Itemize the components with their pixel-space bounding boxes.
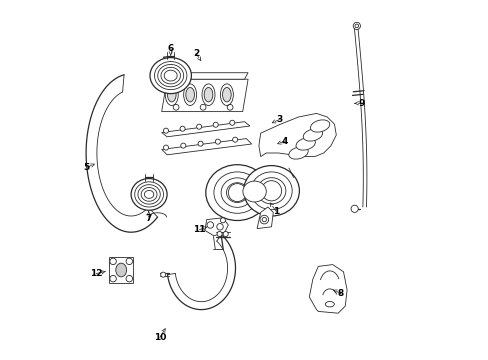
Polygon shape: [162, 122, 249, 137]
Text: 4: 4: [281, 136, 287, 145]
Circle shape: [181, 143, 185, 148]
Ellipse shape: [165, 84, 178, 105]
Ellipse shape: [288, 147, 307, 159]
Circle shape: [354, 24, 358, 28]
Circle shape: [217, 231, 222, 237]
Circle shape: [126, 275, 132, 282]
Circle shape: [260, 215, 268, 224]
Ellipse shape: [226, 183, 247, 202]
Polygon shape: [162, 139, 251, 155]
Circle shape: [206, 222, 213, 228]
Ellipse shape: [303, 129, 322, 141]
Text: 2: 2: [192, 49, 199, 58]
Ellipse shape: [185, 87, 194, 102]
Text: 10: 10: [153, 333, 166, 342]
Circle shape: [110, 258, 116, 265]
Polygon shape: [167, 235, 235, 310]
Circle shape: [110, 275, 116, 282]
Circle shape: [220, 218, 225, 223]
Ellipse shape: [295, 138, 315, 150]
Ellipse shape: [250, 172, 292, 210]
Circle shape: [228, 184, 246, 202]
Ellipse shape: [222, 87, 231, 102]
Polygon shape: [109, 257, 133, 283]
Circle shape: [215, 139, 220, 144]
Circle shape: [261, 181, 281, 201]
Polygon shape: [204, 218, 228, 236]
Text: 6: 6: [167, 44, 173, 53]
Text: 8: 8: [337, 289, 344, 298]
Ellipse shape: [243, 181, 266, 202]
Ellipse shape: [243, 166, 299, 216]
Ellipse shape: [116, 263, 126, 277]
Circle shape: [198, 141, 203, 146]
Ellipse shape: [257, 178, 285, 204]
Text: 11: 11: [193, 225, 205, 234]
Circle shape: [163, 128, 168, 133]
Ellipse shape: [167, 87, 176, 102]
Circle shape: [213, 122, 218, 127]
Polygon shape: [309, 265, 346, 313]
Circle shape: [163, 145, 168, 150]
Circle shape: [126, 258, 132, 265]
Ellipse shape: [220, 84, 233, 105]
Circle shape: [161, 272, 165, 277]
Polygon shape: [258, 113, 336, 157]
Circle shape: [216, 224, 223, 230]
Text: 5: 5: [83, 163, 90, 172]
Ellipse shape: [150, 58, 191, 94]
Circle shape: [232, 137, 237, 142]
Ellipse shape: [202, 84, 215, 105]
Circle shape: [262, 217, 266, 222]
Circle shape: [352, 22, 360, 30]
Ellipse shape: [204, 87, 212, 102]
Polygon shape: [165, 73, 247, 79]
Ellipse shape: [221, 178, 253, 207]
Ellipse shape: [213, 172, 260, 213]
Polygon shape: [257, 207, 273, 229]
Ellipse shape: [310, 120, 329, 132]
Polygon shape: [86, 75, 157, 232]
Ellipse shape: [205, 165, 268, 220]
Polygon shape: [162, 79, 247, 112]
Text: 3: 3: [276, 115, 282, 124]
Circle shape: [180, 126, 185, 131]
Text: 1: 1: [272, 207, 279, 216]
Ellipse shape: [131, 179, 167, 210]
Text: 12: 12: [90, 269, 102, 278]
Ellipse shape: [325, 302, 334, 307]
Circle shape: [350, 205, 358, 212]
Text: 9: 9: [358, 99, 364, 108]
Text: 7: 7: [145, 214, 152, 223]
Ellipse shape: [183, 84, 196, 105]
Circle shape: [229, 120, 234, 125]
Circle shape: [196, 124, 201, 129]
Circle shape: [223, 231, 228, 237]
